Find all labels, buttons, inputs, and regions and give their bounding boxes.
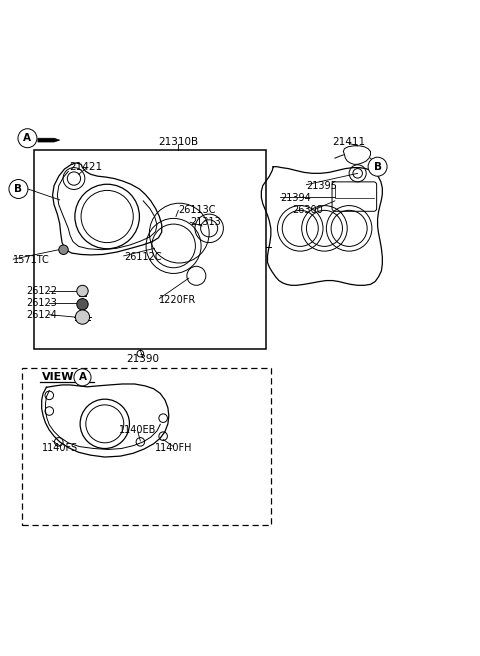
Text: 26123: 26123 xyxy=(26,298,58,308)
Text: B: B xyxy=(14,184,23,194)
Text: 1140FS: 1140FS xyxy=(42,443,78,453)
Circle shape xyxy=(75,310,90,324)
Text: 26124: 26124 xyxy=(26,310,58,320)
Text: 1140FH: 1140FH xyxy=(155,443,192,453)
Bar xyxy=(34,150,266,350)
Circle shape xyxy=(368,157,387,176)
Polygon shape xyxy=(38,138,60,142)
Bar xyxy=(79,291,86,296)
Text: 1140EB: 1140EB xyxy=(120,425,156,435)
Text: 21310B: 21310B xyxy=(158,136,198,146)
Text: B: B xyxy=(373,161,382,172)
Circle shape xyxy=(18,129,37,148)
Text: 21394: 21394 xyxy=(280,192,311,203)
Circle shape xyxy=(59,245,68,255)
Text: A: A xyxy=(24,133,32,143)
Bar xyxy=(22,368,271,525)
Circle shape xyxy=(9,180,28,199)
Circle shape xyxy=(74,369,91,386)
Text: 26122: 26122 xyxy=(26,286,58,296)
Text: 21395: 21395 xyxy=(306,180,337,191)
Text: VIEW: VIEW xyxy=(42,373,74,382)
Text: 26113C: 26113C xyxy=(179,205,216,215)
Text: 21390: 21390 xyxy=(126,354,159,364)
Text: 21313: 21313 xyxy=(190,217,221,227)
Circle shape xyxy=(77,298,88,310)
Text: 26112C: 26112C xyxy=(124,252,161,262)
Text: 26300: 26300 xyxy=(292,205,323,215)
Text: 1571TC: 1571TC xyxy=(13,255,50,265)
Circle shape xyxy=(77,285,88,297)
Text: 21411: 21411 xyxy=(333,136,366,146)
Text: A: A xyxy=(79,373,86,382)
Text: 21421: 21421 xyxy=(69,161,102,172)
Text: 1220FR: 1220FR xyxy=(159,295,197,304)
